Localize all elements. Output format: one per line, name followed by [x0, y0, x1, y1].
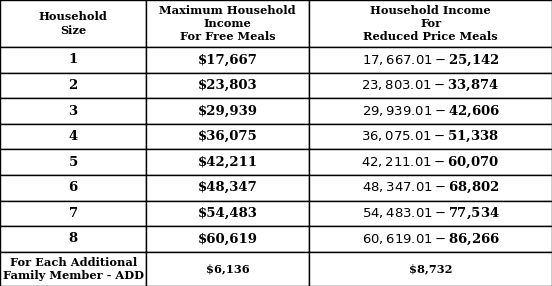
Bar [146, 124, 309, 149]
Bar [309, 200, 552, 226]
Text: $6,136: $6,136 [206, 263, 250, 274]
Text: $17,667: $17,667 [198, 53, 258, 66]
Text: $29,939.01 - $42,606: $29,939.01 - $42,606 [362, 103, 500, 119]
Text: 4: 4 [68, 130, 78, 143]
Bar [146, 175, 309, 200]
Bar [309, 0, 552, 47]
Bar [309, 98, 552, 124]
Bar [146, 226, 309, 252]
Text: $8,732: $8,732 [409, 263, 452, 274]
Text: 1: 1 [68, 53, 78, 66]
Text: 5: 5 [68, 156, 78, 169]
Bar [0, 124, 146, 149]
Bar [309, 175, 552, 200]
Bar [309, 124, 552, 149]
Text: $42,211.01 - $60,070: $42,211.01 - $60,070 [362, 154, 500, 170]
Text: 3: 3 [68, 105, 78, 118]
Bar [0, 47, 146, 73]
Text: Household
Size: Household Size [39, 11, 108, 36]
Text: $23,803.01 - $33,874: $23,803.01 - $33,874 [362, 78, 500, 93]
Bar [0, 175, 146, 200]
Bar [146, 47, 309, 73]
Text: $42,211: $42,211 [198, 156, 258, 169]
Bar [0, 226, 146, 252]
Text: $17,667.01 - $25,142: $17,667.01 - $25,142 [362, 52, 500, 68]
Bar [0, 98, 146, 124]
Text: $60,619.01 - $86,266: $60,619.01 - $86,266 [362, 231, 500, 247]
Bar [146, 98, 309, 124]
Bar [0, 149, 146, 175]
Text: $36,075.01 - $51,338: $36,075.01 - $51,338 [362, 129, 500, 144]
Text: $29,939: $29,939 [198, 105, 258, 118]
Text: Household Income
For
Reduced Price Meals: Household Income For Reduced Price Meals [363, 5, 498, 42]
Bar [146, 0, 309, 47]
Bar [309, 47, 552, 73]
Text: 2: 2 [68, 79, 78, 92]
Bar [146, 149, 309, 175]
Bar [0, 252, 146, 286]
Text: $23,803: $23,803 [198, 79, 258, 92]
Text: $48,347: $48,347 [198, 181, 258, 194]
Bar [0, 200, 146, 226]
Text: 8: 8 [68, 233, 78, 245]
Bar [309, 252, 552, 286]
Text: $60,619: $60,619 [198, 233, 258, 245]
Text: $48,347.01 - $68,802: $48,347.01 - $68,802 [362, 180, 500, 196]
Bar [0, 73, 146, 98]
Text: $54,483: $54,483 [198, 207, 258, 220]
Bar [309, 226, 552, 252]
Text: $36,075: $36,075 [198, 130, 258, 143]
Text: 7: 7 [68, 207, 78, 220]
Text: Maximum Household
Income
For Free Meals: Maximum Household Income For Free Meals [160, 5, 296, 42]
Text: 6: 6 [68, 181, 78, 194]
Bar [309, 149, 552, 175]
Bar [146, 73, 309, 98]
Bar [309, 73, 552, 98]
Bar [0, 0, 146, 47]
Bar [146, 252, 309, 286]
Bar [146, 200, 309, 226]
Text: For Each Additional
Family Member - ADD: For Each Additional Family Member - ADD [3, 257, 144, 281]
Text: $54,483.01 - $77,534: $54,483.01 - $77,534 [362, 206, 500, 221]
